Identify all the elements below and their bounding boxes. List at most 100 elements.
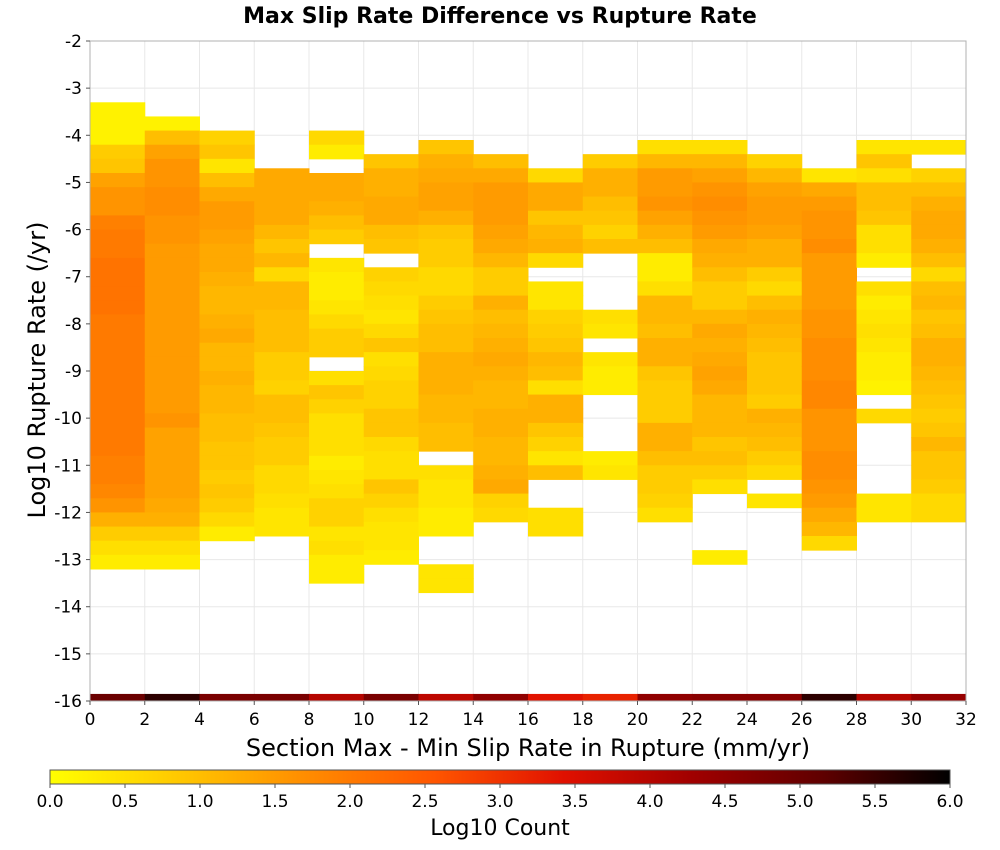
heatmap-cell: [144, 257, 200, 273]
heatmap-cell: [90, 144, 146, 160]
heatmap-cell: [856, 140, 912, 155]
heatmap-cell: [747, 281, 803, 297]
heatmap-cell: [254, 210, 310, 226]
heatmap-cell: [254, 366, 310, 381]
heatmap-cell: [309, 498, 365, 513]
heatmap-cell: [418, 578, 474, 594]
heatmap-cell: [911, 394, 967, 410]
heatmap-cell: [144, 526, 200, 542]
heatmap-cell: [911, 465, 967, 480]
heatmap-cell: [363, 550, 419, 565]
heatmap-cell: [363, 465, 419, 480]
heatmap-cell: [856, 239, 912, 254]
heatmap-cell: [90, 328, 146, 344]
heatmap-cell: [528, 507, 584, 523]
heatmap-cell: [637, 267, 693, 282]
heatmap-cell: [144, 371, 200, 386]
heatmap-cell: [582, 239, 638, 254]
heatmap-cell: [309, 385, 365, 400]
heatmap-cell: [637, 281, 693, 297]
x-tick-label: 8: [304, 710, 315, 730]
heatmap-cell: [144, 441, 200, 457]
heatmap-cell: [363, 479, 419, 495]
heatmap-cell: [747, 380, 803, 396]
y-tick-label: -16: [54, 692, 82, 712]
heatmap-cell: [309, 300, 365, 315]
heatmap-cell: [801, 536, 857, 551]
heatmap-cell: [692, 323, 748, 339]
heatmap-cell: [254, 479, 310, 495]
heatmap-cell: [911, 239, 967, 254]
y-tick-label: -10: [54, 409, 82, 429]
heatmap-cell: [363, 196, 419, 212]
heatmap-cell: [637, 422, 693, 438]
heatmap-cell: [144, 187, 200, 202]
heatmap-cell: [473, 338, 529, 353]
heatmap-cell: [418, 493, 474, 509]
bottom-row-cell: [801, 693, 857, 701]
heatmap-cell: [637, 465, 693, 480]
heatmap-cell: [911, 210, 967, 226]
heatmap-cell: [692, 422, 748, 438]
y-tick-label: -2: [65, 32, 82, 52]
bottom-row-cell: [747, 693, 803, 701]
heatmap-cell: [199, 130, 255, 146]
heatmap-cell: [473, 309, 529, 325]
heatmap-cell: [856, 352, 912, 367]
heatmap-cell: [692, 408, 748, 424]
x-tick-label: 4: [194, 710, 205, 730]
y-tick-label: -12: [54, 503, 82, 523]
heatmap-cell: [473, 281, 529, 297]
colorbar-tick-label: 0.0: [36, 792, 63, 812]
heatmap-cell: [363, 451, 419, 466]
heatmap-cell: [199, 470, 255, 485]
heatmap-cell: [747, 465, 803, 480]
bottom-row-cell: [692, 693, 748, 701]
heatmap-cell: [692, 352, 748, 367]
heatmap-cell: [856, 196, 912, 212]
heatmap-cell: [747, 451, 803, 466]
heatmap-cell: [144, 130, 200, 146]
heatmap-cell: [254, 465, 310, 480]
heatmap-cell: [144, 512, 200, 528]
heatmap-cell: [747, 422, 803, 438]
heatmap-cell: [418, 309, 474, 325]
heatmap-cell: [692, 239, 748, 254]
y-tick-label: -5: [65, 173, 82, 193]
heatmap-cell: [637, 338, 693, 353]
heatmap-cell: [90, 526, 146, 542]
heatmap-cell: [144, 272, 200, 287]
heatmap-cell: [144, 144, 200, 160]
colorbar-tick-label: 4.0: [636, 792, 663, 812]
heatmap-cell: [801, 408, 857, 424]
heatmap-cell: [528, 437, 584, 452]
heatmap-cell: [199, 498, 255, 513]
heatmap-cell: [418, 408, 474, 424]
heatmap-cell: [637, 352, 693, 367]
heatmap-cell: [856, 182, 912, 198]
heatmap-cell: [309, 286, 365, 301]
heatmap-cell: [473, 168, 529, 183]
colorbar-ticks: 0.0 0.5 1.0 1.5 2.0 2.5 3.0 3.5 4.0 4.5 5.0 5.5 6.0: [36, 784, 964, 812]
heatmap-cell: [309, 342, 365, 358]
heatmap-cell: [911, 196, 967, 212]
heatmap-cell: [473, 253, 529, 268]
colorbar-tick-label: 0.5: [111, 792, 138, 812]
heatmap-cell: [692, 210, 748, 226]
y-tick-label: -7: [65, 268, 82, 288]
heatmap-cell: [692, 479, 748, 495]
heatmap-cell: [363, 493, 419, 509]
heatmap-cell: [363, 338, 419, 353]
heatmap-cell: [911, 253, 967, 268]
heatmap-cell: [856, 309, 912, 325]
heatmap-cell: [692, 295, 748, 311]
heatmap-cell: [911, 140, 967, 155]
heatmap-cell: [692, 281, 748, 297]
heatmap-cell: [911, 451, 967, 466]
heatmap-cell: [692, 140, 748, 155]
heatmap-cell: [856, 408, 912, 424]
heatmap-cell: [90, 540, 146, 556]
heatmap-cell: [418, 521, 474, 537]
heatmap-cell: [199, 413, 255, 429]
heatmap-cell: [363, 437, 419, 452]
